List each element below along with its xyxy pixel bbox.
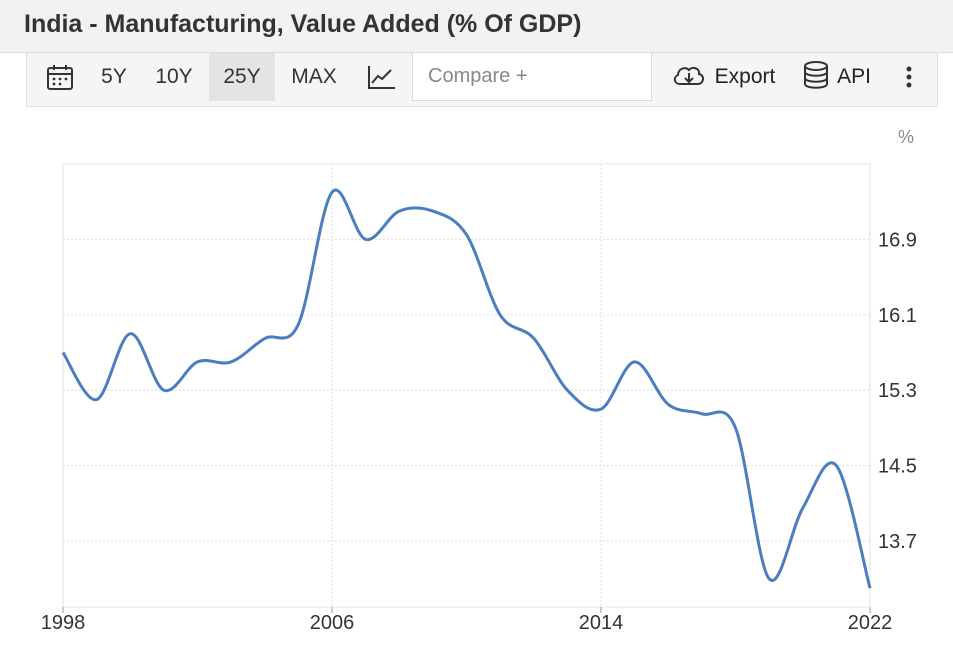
series-line (61, 188, 872, 589)
range-25y-button[interactable]: 25Y (209, 53, 275, 101)
data-point (598, 406, 604, 412)
data-point (161, 387, 167, 393)
x-tick-label: 2006 (310, 612, 355, 634)
data-point (94, 397, 100, 403)
chart-area: 13.7 14.5 15.3 16.1 16.9 1998 2006 2014 2022 % (26, 107, 938, 655)
chart-ticks: 13.7 14.5 15.3 16.1 16.9 1998 2006 2014 2022 (41, 229, 917, 634)
line-chart: 13.7 14.5 15.3 16.1 16.9 1998 2006 2014 2022 % (41, 127, 917, 634)
calendar-icon[interactable] (43, 53, 77, 101)
range-5y-button[interactable]: 5Y (101, 65, 127, 88)
data-point (464, 232, 470, 238)
data-point (262, 335, 268, 341)
data-point (497, 312, 503, 318)
data-point (127, 331, 133, 337)
cloud-download-icon (671, 62, 707, 93)
data-point (228, 359, 234, 365)
data-point (665, 401, 671, 407)
data-point (60, 350, 66, 356)
data-point (531, 335, 537, 341)
data-point (195, 359, 201, 365)
export-label: Export (714, 65, 776, 88)
api-label: API (837, 65, 871, 88)
x-tick-label: 2014 (579, 612, 624, 634)
range-10y-button[interactable]: 10Y (155, 65, 193, 88)
data-point (295, 321, 301, 327)
data-point (396, 208, 402, 214)
data-point (430, 208, 436, 214)
data-point (766, 576, 772, 582)
data-point (833, 463, 839, 469)
y-unit-label: % (898, 127, 914, 147)
data-point (867, 585, 873, 591)
data-point (329, 189, 335, 195)
export-button[interactable]: Export (661, 53, 785, 101)
compare-input[interactable] (412, 53, 652, 101)
x-tick-label: 2022 (848, 612, 893, 634)
y-tick-label: 14.5 (878, 456, 917, 478)
page-title: India - Manufacturing, Value Added (% Of… (24, 10, 582, 38)
data-point (800, 505, 806, 511)
y-tick-label: 15.3 (878, 380, 917, 402)
data-point (363, 236, 369, 242)
y-tick-label: 16.1 (878, 305, 917, 327)
data-point (699, 411, 705, 417)
line-chart-icon[interactable] (365, 53, 399, 101)
y-tick-label: 16.9 (878, 229, 917, 251)
chart-grid (62, 163, 871, 608)
data-point (564, 387, 570, 393)
database-icon (803, 60, 829, 95)
api-button[interactable]: API (795, 53, 879, 101)
title-bar: India - Manufacturing, Value Added (% Of… (0, 0, 953, 53)
x-tick-label: 1998 (41, 612, 86, 634)
more-vertical-icon[interactable] (897, 53, 921, 101)
data-point (632, 359, 638, 365)
data-point (733, 425, 739, 431)
chart-toolbar: 5Y 10Y 25Y MAX Export API (26, 53, 938, 107)
y-tick-label: 13.7 (878, 531, 917, 553)
range-max-button[interactable]: MAX (291, 65, 337, 88)
